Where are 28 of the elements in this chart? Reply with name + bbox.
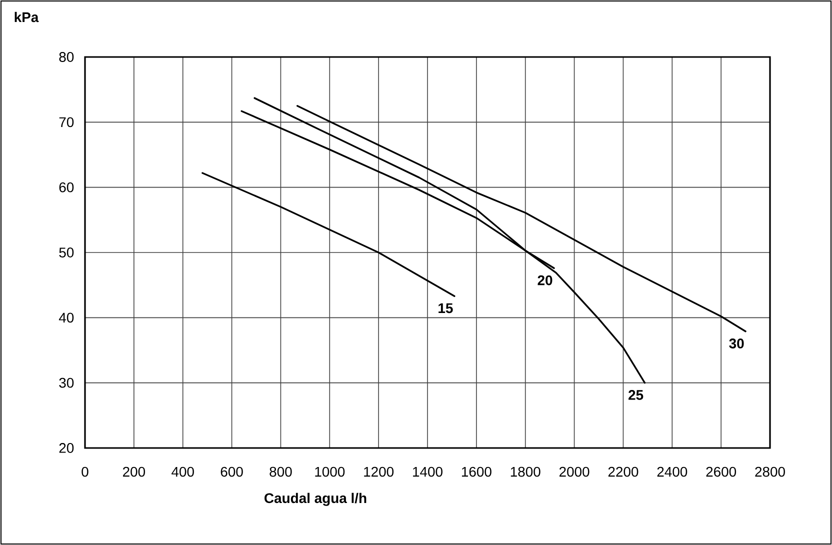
y-tick-label: 40 xyxy=(58,312,74,323)
x-tick-label: 600 xyxy=(220,466,243,477)
y-axis-title: kPa xyxy=(14,12,39,22)
x-tick-label: 1600 xyxy=(462,466,492,477)
series-label: 15 xyxy=(438,303,453,314)
x-tick-label: 1400 xyxy=(413,466,442,477)
y-tick-label: 60 xyxy=(59,182,74,192)
y-tick-label: 70 xyxy=(59,117,74,128)
x-tick-label: 2200 xyxy=(608,466,638,477)
x-tick-label: 1200 xyxy=(364,466,394,477)
x-tick-label: 1800 xyxy=(510,466,540,477)
x-tick-label: 400 xyxy=(172,466,194,477)
x-tick-label: 0 xyxy=(82,466,88,477)
series-label: 25 xyxy=(628,390,644,400)
y-tick-label: 30 xyxy=(59,378,74,388)
x-tick-label: 2000 xyxy=(559,466,590,477)
x-tick-label: 2600 xyxy=(706,466,736,477)
x-tick-label: 800 xyxy=(270,466,292,477)
x-tick-label: 2800 xyxy=(755,466,785,477)
series-label: 30 xyxy=(729,338,744,348)
x-tick-label: 200 xyxy=(122,466,146,477)
x-tick-label: 1000 xyxy=(315,466,345,477)
y-tick-label: 20 xyxy=(59,443,74,453)
x-tick-label: 2400 xyxy=(657,466,688,477)
y-tick-label: 50 xyxy=(59,248,74,258)
x-axis-title: Caudal agua l/h xyxy=(264,492,366,506)
series-label: 20 xyxy=(538,275,552,286)
y-tick-label: 80 xyxy=(59,52,74,62)
